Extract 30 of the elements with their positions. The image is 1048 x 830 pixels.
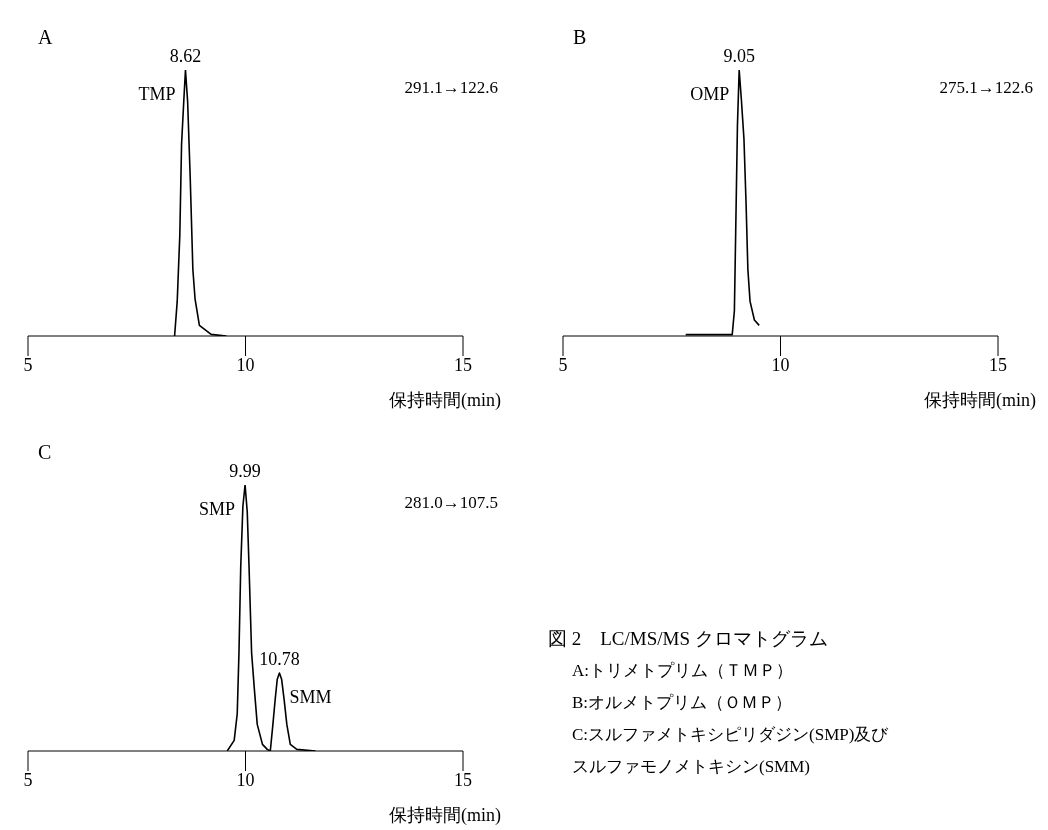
x-axis-title: 保持時間(min) — [924, 390, 1036, 411]
text: 図 2 LC/MS/MS クロマトグラム — [548, 627, 829, 651]
chart-title: B — [573, 26, 587, 49]
annotation: 9.99 — [229, 461, 261, 481]
x-axis-title: 保持時間(min) — [389, 390, 501, 411]
annotation: 281.0→107.5 — [404, 493, 498, 513]
annotation: SMM — [289, 687, 332, 708]
x-tick-label: 10 — [771, 354, 790, 375]
x-tick-label: 15 — [989, 354, 1007, 375]
x-tick-label: 5 — [23, 354, 33, 375]
text: A:トリメトプリム（ＴＭＰ） — [571, 660, 794, 682]
x-tick-label: 10 — [236, 769, 255, 790]
text: C:スルファメトキシピリダジン(SMP)及びスルファモノメトキシン(SMM) — [571, 724, 890, 778]
annotation: 9.05 — [723, 46, 755, 66]
annotation: TMP — [138, 84, 176, 105]
x-axis-title: 保持時間(min) — [389, 805, 501, 826]
annotation: SMP — [199, 499, 236, 520]
x-tick-label: 15 — [454, 769, 472, 790]
text: B:オルメトプリム（ＯＭＰ） — [571, 692, 794, 714]
chart-title: A — [38, 26, 53, 49]
annotation: OMP — [690, 84, 730, 105]
x-tick-label: 5 — [558, 354, 568, 375]
annotation: 291.1→122.6 — [404, 78, 498, 98]
x-tick-label: 5 — [23, 769, 33, 790]
annotation: 275.1→122.6 — [939, 78, 1033, 98]
annotation: 8.62 — [169, 46, 202, 66]
annotation: 10.78 — [259, 649, 300, 670]
chart-title: C — [38, 441, 52, 464]
x-tick-label: 10 — [236, 354, 255, 375]
x-tick-label: 15 — [454, 354, 472, 375]
